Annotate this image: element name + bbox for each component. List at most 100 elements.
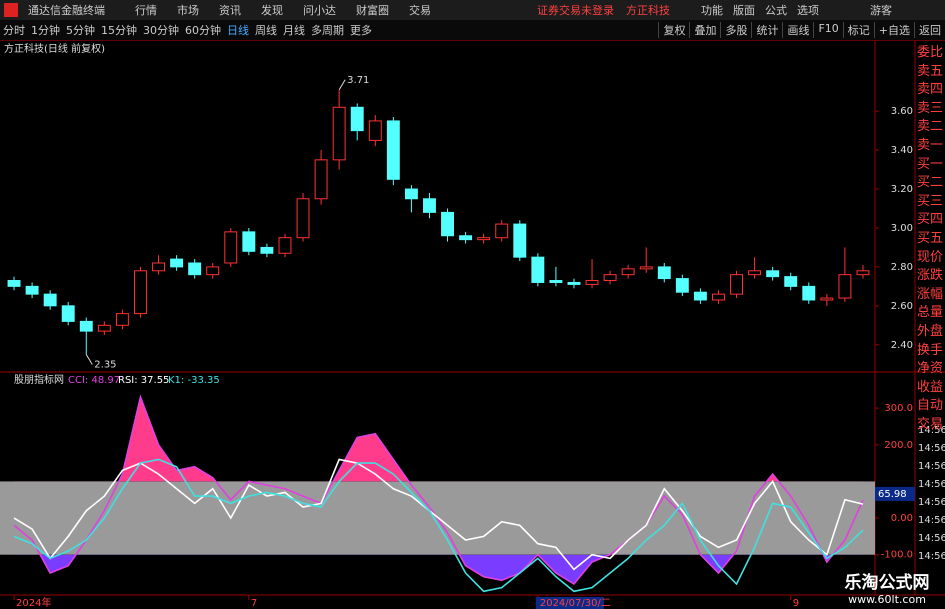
candle-body [115,313,129,326]
menu-item[interactable]: 功能 [701,4,723,17]
tool-button[interactable]: 返回 [914,22,945,38]
menu-item[interactable]: 发现 [261,4,283,17]
tool-button[interactable]: +自选 [873,22,914,38]
time-label: 14:56 [918,425,945,436]
side-label: 自动 [917,398,944,414]
candle-body [820,297,834,301]
side-label: 涨幅 [917,286,944,302]
candle-body [134,270,147,315]
period-button[interactable]: 分时 [3,24,25,37]
candle-body [260,246,274,254]
legend-entry: RSI: 37.55 [118,375,169,386]
side-label: 卖三 [917,100,944,116]
candle-body [206,266,220,276]
period-button[interactable]: 60分钟 [185,24,221,37]
candle-body [332,106,346,161]
side-label: 买一 [917,156,944,172]
candle-body [386,120,400,180]
candle-body [61,305,75,322]
candle-body [675,278,689,293]
tool-button[interactable]: F10 [813,22,842,38]
menu-item[interactable]: 交易 [409,4,431,17]
candle-body [350,106,364,132]
candle-body [278,237,292,254]
tool-button[interactable]: 多股 [720,22,751,38]
time-label: 14:56 [918,551,945,562]
period-button[interactable]: 5分钟 [66,24,95,37]
candle-body [188,262,202,276]
side-label: 换手 [917,342,944,358]
annotation-line [85,354,93,365]
period-button[interactable]: 日线 [227,24,249,37]
side-label: 卖一 [917,137,944,153]
side-label: 交易 [917,416,944,432]
period-button[interactable]: 周线 [255,24,277,37]
watermark-url: www.60lt.com [848,593,926,606]
y-tick-label: 200.0 [884,440,913,451]
candle-body [404,188,418,200]
candle-body [477,237,491,241]
watermark: 乐淘公式网 www.60lt.com [832,568,942,606]
time-label: 14:56 [918,533,945,544]
user[interactable]: 游客 [870,4,892,17]
watermark-title: 乐淘公式网 [844,573,930,593]
tool-button[interactable]: 标记 [842,22,874,38]
time-label: 14:56 [918,515,945,526]
tool-button[interactable]: 叠加 [689,22,720,38]
side-label: 买三 [917,193,944,209]
period-button[interactable]: 多周期 [311,24,344,37]
tool-button[interactable]: 画线 [782,22,813,38]
side-label: 涨跌 [917,268,944,284]
y-tick-label: 0.00 [891,513,913,524]
annotation-line [338,79,346,91]
series-line [13,458,864,571]
candle-body [7,280,21,287]
candle-body [766,270,780,278]
legend-entry: CCI: 48.97 [68,375,120,386]
candle-body [25,285,39,295]
y-tick-label: 3.40 [891,145,913,156]
menu-item[interactable]: 资讯 [219,4,241,17]
side-label: 卖四 [917,82,944,98]
period-button[interactable]: 更多 [350,24,372,37]
side-label: 买四 [917,212,944,228]
menu-item[interactable]: 财富圈 [356,4,389,17]
candle-body [603,274,617,282]
y-tick-label: 3.00 [891,223,913,234]
chart-header: 方正科技(日线 前复权) [4,42,105,55]
candle-body [549,280,563,283]
candle-body [802,285,816,301]
notice[interactable]: 证券交易未登录 [537,4,614,17]
menu-item[interactable]: 问小达 [303,4,336,17]
buttons: 复权 叠加 多股 统计 画线 F10 标记 +自选 返回 [658,22,945,38]
side-label: 买五 [917,230,944,246]
period-button[interactable]: 1分钟 [31,24,60,37]
period-button[interactable]: 月线 [283,24,305,37]
side-panel: 委比 卖五 卖四 卖三 卖二 卖一 买一 买二 买三 买四 买五 现价 涨跌 涨幅 总量 外盘 换手 净资 收益 自动… [917,44,945,434]
time-label: 14:56 [918,479,945,490]
menu-item[interactable]: 版面 [733,4,755,17]
annotation: 2.35 [94,359,116,370]
tool-button[interactable]: 复权 [658,22,689,38]
time-label: 14:56 [918,461,945,472]
side-label: 外盘 [917,323,944,339]
top-bar: 通达信金融终端 行情 市场 资讯 发现 问小达 财富圈 交易 证券交易未登录 方正科技 功能… [0,0,945,20]
menu-item[interactable]: 选项 [797,4,819,17]
tool-button[interactable]: 统计 [751,22,782,38]
time-label: 14:56 [918,443,945,454]
candle-body [43,293,57,307]
candle-body [838,274,852,299]
menu-item[interactable]: 行情 [135,4,157,17]
period-button[interactable]: 15分钟 [101,24,137,37]
menu: 行情 市场 资讯 发现 问小达 财富圈 交易 [125,2,441,18]
candle-body [495,223,509,239]
y-tick-label: -100.0 [881,550,913,561]
menu-item[interactable]: 公式 [765,4,787,17]
indicator-header: 股朋指标网 [14,373,64,386]
period-button[interactable]: 30分钟 [143,24,179,37]
candle-body [784,276,798,287]
menu-item[interactable]: 市场 [177,4,199,17]
side-label: 现价 [917,249,944,265]
candle-body [531,256,545,283]
